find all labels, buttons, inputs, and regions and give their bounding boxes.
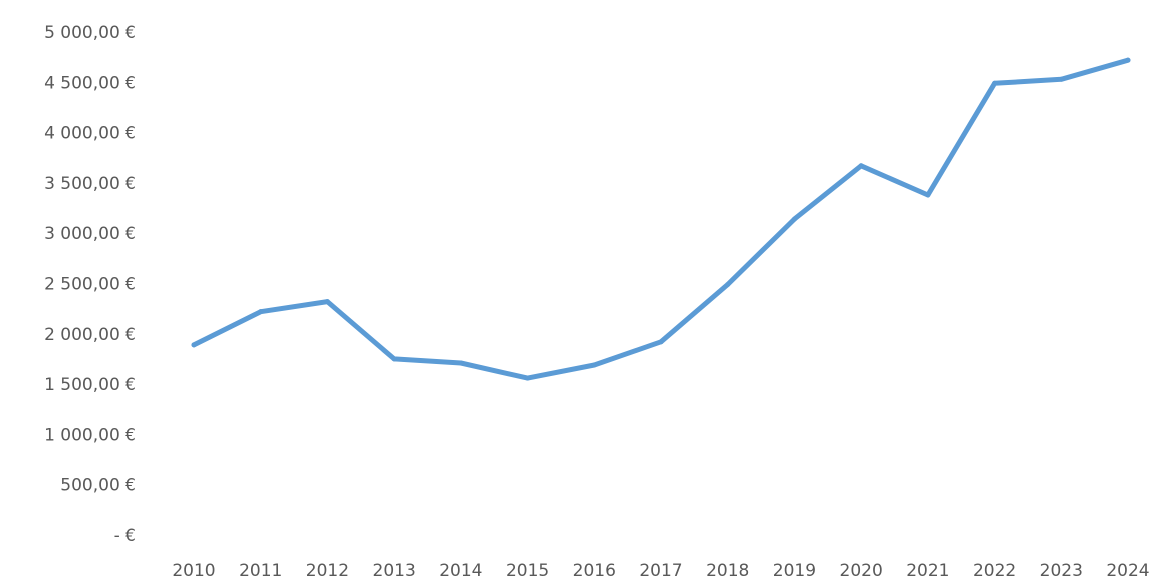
- y-tick-label: 500,00 €: [60, 476, 136, 496]
- y-axis-tick-labels: - € 500,00 € 1 000,00 € 1 500,00 € 2 000,00 …: [44, 23, 136, 546]
- x-tick-label: 2015: [506, 561, 549, 581]
- data-point: [525, 375, 531, 381]
- y-tick-label: 5 000,00 €: [44, 23, 136, 43]
- x-axis-tick-labels: 2010 2011 2012 2013 2014 2015 2016 2017 2018 2019…: [172, 561, 1149, 581]
- y-tick-label: 4 000,00 €: [44, 124, 136, 144]
- series-group: [191, 57, 1131, 381]
- data-point: [458, 360, 464, 366]
- y-tick-label: - €: [114, 526, 136, 546]
- data-point: [858, 163, 864, 169]
- data-point: [725, 282, 731, 287]
- y-tick-label: 2 500,00 €: [44, 275, 136, 295]
- data-point: [925, 192, 931, 198]
- data-point: [591, 362, 597, 368]
- series-line: [191, 57, 1131, 381]
- data-point: [191, 342, 197, 348]
- y-tick-label: 1 000,00 €: [44, 425, 136, 445]
- x-tick-label: 2013: [373, 561, 416, 581]
- data-point: [1125, 57, 1131, 63]
- x-tick-label: 2017: [639, 561, 682, 581]
- x-tick-label: 2020: [840, 561, 883, 581]
- x-tick-label: 2016: [573, 561, 616, 581]
- y-tick-label: 1 500,00 €: [44, 375, 136, 395]
- x-tick-label: 2019: [773, 561, 816, 581]
- y-tick-label: 3 000,00 €: [44, 224, 136, 244]
- data-point: [258, 309, 264, 315]
- data-point: [658, 339, 664, 345]
- data-point: [391, 356, 397, 362]
- data-point: [1058, 76, 1064, 82]
- x-tick-label: 2012: [306, 561, 349, 581]
- x-tick-label: 2018: [706, 561, 749, 581]
- x-tick-label: 2023: [1040, 561, 1083, 581]
- x-tick-label: 2021: [906, 561, 949, 581]
- y-tick-label: 2 000,00 €: [44, 325, 136, 345]
- x-tick-label: 2024: [1106, 561, 1149, 581]
- data-point: [324, 299, 330, 305]
- x-tick-label: 2022: [973, 561, 1016, 581]
- y-tick-label: 3 500,00 €: [44, 174, 136, 194]
- x-tick-label: 2010: [172, 561, 215, 581]
- x-tick-label: 2011: [239, 561, 282, 581]
- data-point: [791, 216, 797, 222]
- data-point: [992, 80, 998, 86]
- x-tick-label: 2014: [439, 561, 482, 581]
- y-tick-label: 4 500,00 €: [44, 73, 136, 93]
